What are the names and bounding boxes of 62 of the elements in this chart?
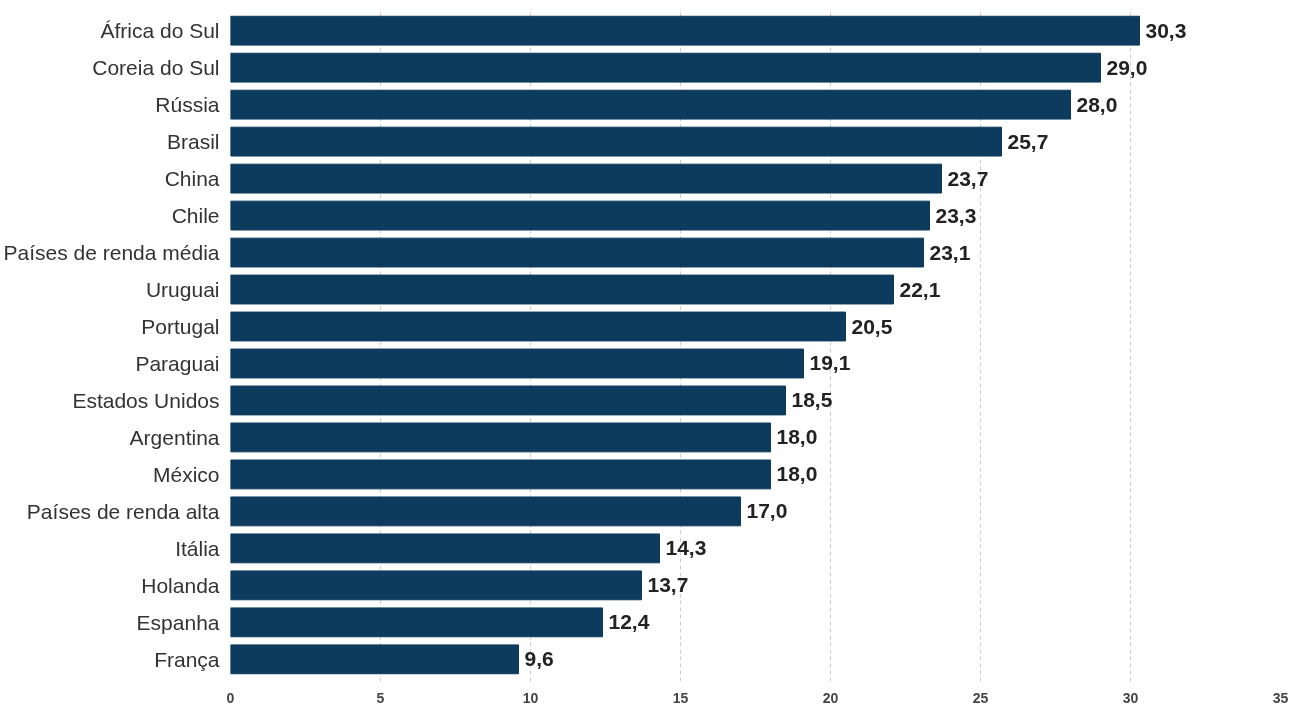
y-tick-label: África do Sul [100, 19, 220, 43]
bar [230, 163, 942, 194]
bar [230, 422, 771, 453]
data-label: 12,4 [608, 610, 650, 634]
y-tick-label: Itália [175, 536, 220, 560]
data-label: 23,3 [935, 203, 977, 227]
bar [230, 126, 1002, 157]
data-label: 23,7 [947, 166, 989, 190]
data-label: 17,0 [746, 499, 788, 523]
bar [230, 52, 1101, 83]
data-label: 30,3 [1145, 18, 1187, 42]
x-tick-label: 20 [822, 689, 839, 706]
y-tick-label: Espanha [136, 610, 220, 634]
bar [230, 533, 660, 564]
y-tick-label: Coreia do Sul [92, 56, 220, 80]
bar [230, 15, 1140, 46]
y-tick-label: Países de renda alta [26, 499, 220, 523]
bar [230, 570, 642, 601]
data-label: 18,0 [776, 425, 818, 449]
data-label: 9,6 [524, 647, 554, 671]
bar [230, 200, 930, 231]
data-label: 22,1 [899, 277, 941, 301]
y-tick-label: Estados Unidos [72, 388, 220, 412]
bar [230, 311, 846, 342]
y-tick-label: Portugal [141, 315, 220, 339]
y-tick-label: Brasil [166, 130, 220, 154]
y-tick-label: Paraguai [135, 351, 220, 375]
data-label: 20,5 [851, 314, 893, 338]
y-tick-label: Chile [171, 204, 220, 228]
y-tick-label: Rússia [155, 93, 220, 117]
x-tick-label: 35 [1272, 689, 1289, 706]
y-tick-label: México [152, 462, 220, 486]
data-label: 29,0 [1106, 55, 1148, 79]
data-label: 14,3 [665, 536, 707, 560]
y-tick-label: Países de renda média [3, 241, 220, 265]
data-label: 13,7 [647, 573, 689, 597]
y-tick-label: França [154, 647, 220, 671]
bar [230, 644, 519, 675]
x-tick-label: 0 [226, 689, 235, 706]
x-tick-label: 25 [972, 689, 989, 706]
y-tick-label: China [164, 167, 220, 191]
x-tick-label: 30 [1122, 689, 1139, 706]
bar [230, 385, 786, 416]
data-label: 19,1 [809, 351, 851, 375]
bar [230, 496, 741, 527]
bar [230, 459, 771, 490]
data-label: 18,0 [776, 462, 818, 486]
data-label: 28,0 [1076, 92, 1118, 116]
bar [230, 607, 603, 638]
bar [230, 237, 924, 268]
x-tick-label: 15 [672, 689, 689, 706]
data-label: 25,7 [1007, 129, 1049, 153]
data-label: 18,5 [791, 388, 833, 412]
x-tick-label: 5 [376, 689, 385, 706]
y-tick-label: Uruguai [145, 278, 220, 302]
x-tick-label: 10 [522, 689, 539, 706]
y-tick-label: Argentina [129, 425, 220, 449]
y-tick-label: Holanda [141, 573, 220, 597]
bar [230, 89, 1071, 120]
bar [230, 348, 804, 379]
bar [230, 274, 894, 305]
data-label: 23,1 [929, 240, 971, 264]
